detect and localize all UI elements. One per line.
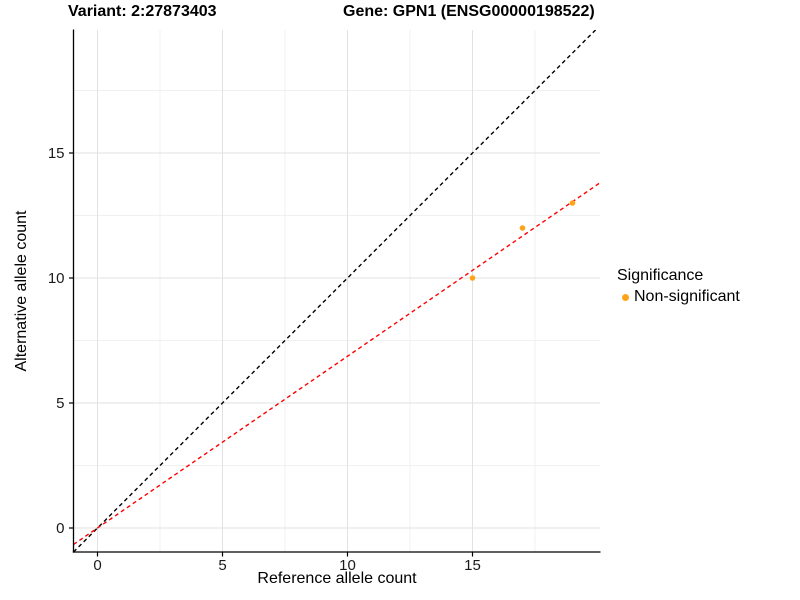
regression-line	[73, 182, 600, 546]
legend-title: Significance	[617, 267, 704, 284]
y-tick-label: 15	[48, 145, 65, 162]
x-tick-label: 10	[339, 557, 356, 574]
y-tick-label: 0	[56, 520, 64, 537]
y-tick-label: 5	[56, 395, 64, 412]
x-axis-label: Reference allele count	[257, 570, 417, 587]
x-tick-label: 15	[464, 557, 481, 574]
variant-title: Variant: 2:27873403	[68, 3, 217, 20]
legend-item-non-significant: Non-significant	[617, 288, 740, 306]
x-tick-label: 5	[218, 557, 226, 574]
legend-item-label: Non-significant	[634, 288, 740, 305]
legend: Significance Non-significant	[617, 267, 740, 306]
data-point	[519, 225, 526, 231]
identity-line	[73, 30, 597, 552]
legend-point-icon	[622, 293, 629, 301]
data-point	[569, 200, 576, 206]
y-tick-label: 10	[48, 270, 65, 287]
x-tick-label: 0	[93, 557, 101, 574]
gene-title: Gene: GPN1 (ENSG00000198522)	[343, 3, 595, 20]
y-axis-label: Alternative allele count	[13, 210, 30, 372]
data-point	[469, 275, 476, 281]
